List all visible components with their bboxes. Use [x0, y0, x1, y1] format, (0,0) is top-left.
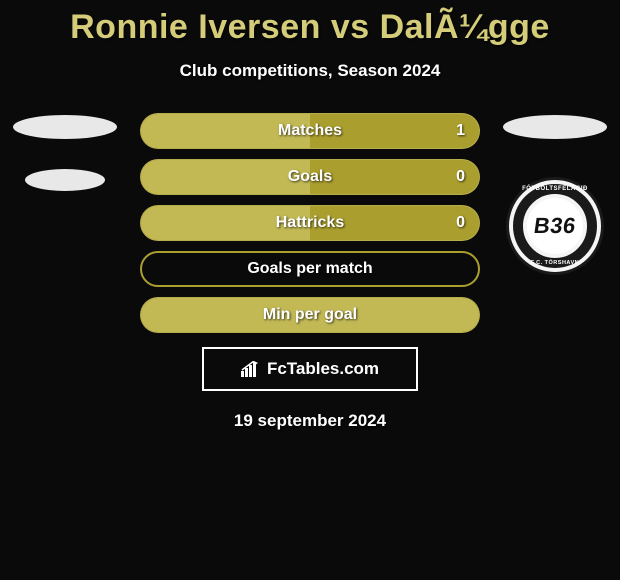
- club-logo-text-bottom: F.C. TÓRSHAVN: [531, 260, 579, 266]
- player-photo-placeholder: [13, 115, 117, 139]
- stat-value-right: 0: [456, 214, 465, 232]
- date-text: 19 september 2024: [0, 411, 620, 431]
- page-title: Ronnie Iversen vs DalÃ¼gge: [0, 0, 620, 47]
- stats-column: Matches 1 Goals 0 Hattricks 0 Goals per …: [130, 113, 490, 333]
- club-logo-placeholder: [25, 169, 105, 191]
- main-area: Matches 1 Goals 0 Hattricks 0 Goals per …: [0, 113, 620, 333]
- page-subtitle: Club competitions, Season 2024: [0, 61, 620, 81]
- attribution-label: FcTables.com: [267, 359, 379, 379]
- player-photo-placeholder: [503, 115, 607, 139]
- stat-bar-hattricks: Hattricks 0: [140, 205, 480, 241]
- attribution-box[interactable]: FcTables.com: [202, 347, 418, 391]
- right-player-column: FÓTBÓLTSFELAGIÐ B36 F.C. TÓRSHAVN: [490, 113, 620, 275]
- stat-bar-matches: Matches 1: [140, 113, 480, 149]
- stat-label: Hattricks: [276, 214, 344, 232]
- club-logo-text-top: FÓTBÓLTSFELAGIÐ: [522, 186, 588, 192]
- left-player-column: [0, 113, 130, 191]
- chart-icon: [241, 361, 261, 377]
- stat-label: Matches: [278, 122, 342, 140]
- stat-label: Goals per match: [247, 260, 372, 278]
- stat-value-right: 0: [456, 168, 465, 186]
- stat-value-right: 1: [456, 122, 465, 140]
- stat-bar-min-per-goal: Min per goal: [140, 297, 480, 333]
- comparison-card: Ronnie Iversen vs DalÃ¼gge Club competit…: [0, 0, 620, 580]
- club-logo-name: B36: [532, 213, 578, 239]
- stat-bar-goals: Goals 0: [140, 159, 480, 195]
- stat-bar-goals-per-match: Goals per match: [140, 251, 480, 287]
- stat-label: Min per goal: [263, 306, 357, 324]
- stat-label: Goals: [288, 168, 332, 186]
- club-logo-b36: FÓTBÓLTSFELAGIÐ B36 F.C. TÓRSHAVN: [506, 177, 604, 275]
- club-logo-center: B36: [527, 198, 583, 254]
